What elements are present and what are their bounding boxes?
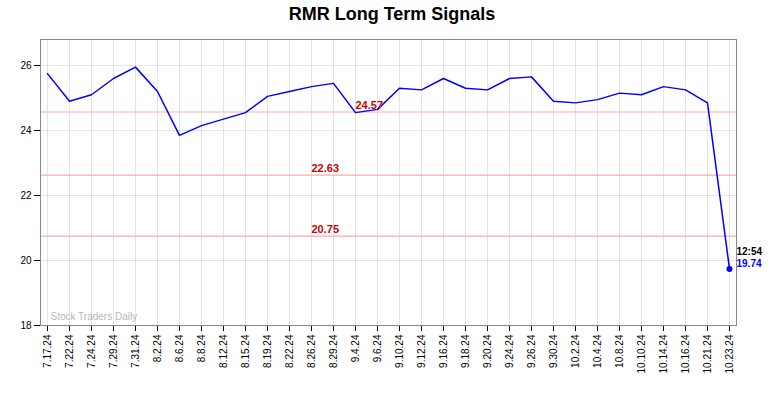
svg-text:9.24.24: 9.24.24 — [504, 334, 515, 368]
svg-text:24.57: 24.57 — [356, 98, 384, 110]
svg-text:24: 24 — [20, 125, 32, 136]
svg-text:10.10.24: 10.10.24 — [636, 334, 647, 373]
svg-text:9.20.24: 9.20.24 — [482, 334, 493, 368]
svg-text:9.6.24: 9.6.24 — [372, 334, 383, 362]
svg-text:8.2.24: 8.2.24 — [152, 334, 163, 362]
svg-text:10.2.24: 10.2.24 — [570, 334, 581, 368]
svg-text:8.12.24: 8.12.24 — [218, 334, 229, 368]
svg-text:7.29.24: 7.29.24 — [108, 334, 119, 368]
svg-text:9.12.24: 9.12.24 — [416, 334, 427, 368]
svg-text:9.4.24: 9.4.24 — [350, 334, 361, 362]
svg-text:8.6.24: 8.6.24 — [174, 334, 185, 362]
svg-text:8.26.24: 8.26.24 — [306, 334, 317, 368]
svg-text:8.19.24: 8.19.24 — [262, 334, 273, 368]
svg-text:18: 18 — [20, 320, 32, 331]
svg-text:20: 20 — [20, 255, 32, 266]
svg-text:22.63: 22.63 — [312, 162, 340, 174]
svg-text:12:54: 12:54 — [737, 246, 763, 257]
svg-text:7.24.24: 7.24.24 — [86, 334, 97, 368]
svg-text:20.75: 20.75 — [312, 223, 340, 235]
svg-text:8.22.24: 8.22.24 — [284, 334, 295, 368]
svg-text:8.29.24: 8.29.24 — [328, 334, 339, 368]
svg-text:9.10.24: 9.10.24 — [394, 334, 405, 368]
svg-text:7.31.24: 7.31.24 — [130, 334, 141, 368]
svg-text:9.30.24: 9.30.24 — [548, 334, 559, 368]
svg-text:10.14.24: 10.14.24 — [658, 334, 669, 373]
svg-text:10.23.24: 10.23.24 — [724, 334, 735, 373]
svg-text:9.16.24: 9.16.24 — [438, 334, 449, 368]
svg-text:10.21.24: 10.21.24 — [702, 334, 713, 373]
svg-text:7.22.24: 7.22.24 — [64, 334, 75, 368]
svg-text:9.26.24: 9.26.24 — [526, 334, 537, 368]
svg-text:10.16.24: 10.16.24 — [680, 334, 691, 373]
svg-text:19.74: 19.74 — [737, 258, 762, 269]
html-text:RMR Long Term Signals: RMR Long Term Signals — [288, 4, 496, 24]
svg-text:10.4.24: 10.4.24 — [592, 334, 603, 368]
svg-text:26: 26 — [20, 60, 32, 71]
svg-text:8.15.24: 8.15.24 — [240, 334, 251, 368]
svg-text:10.8.24: 10.8.24 — [614, 334, 625, 368]
svg-text:9.18.24: 9.18.24 — [460, 334, 471, 368]
svg-text:Stock Traders Daily: Stock Traders Daily — [51, 311, 138, 322]
svg-text:22: 22 — [20, 190, 32, 201]
svg-text:8.8.24: 8.8.24 — [196, 334, 207, 362]
svg-text:7.17.24: 7.17.24 — [42, 334, 53, 368]
